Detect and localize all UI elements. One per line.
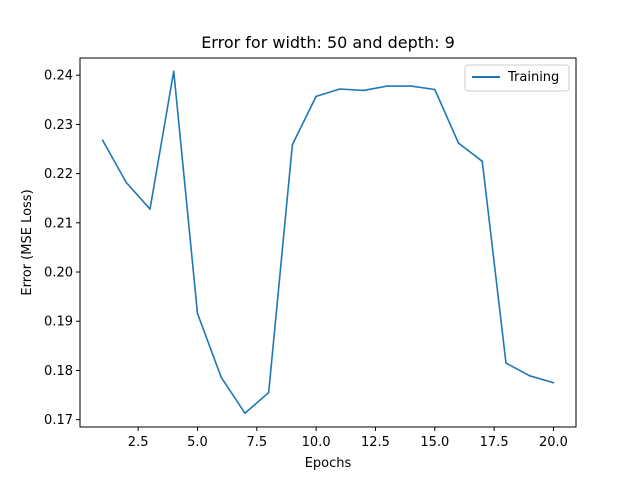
legend: Training bbox=[464, 64, 570, 92]
data-point bbox=[149, 208, 151, 210]
data-point bbox=[196, 312, 199, 315]
data-point bbox=[220, 376, 223, 379]
x-tick-label: 2.5 bbox=[128, 435, 149, 450]
y-tick-label: 0.20 bbox=[44, 266, 73, 281]
data-point bbox=[315, 95, 317, 98]
y-axis: 0.17 0.18 0.19 0.20 0.21 0.22 0.23 0.24 bbox=[44, 69, 80, 428]
y-tick-label: 0.23 bbox=[44, 118, 73, 133]
plot-frame bbox=[79, 57, 577, 428]
x-tick-label: 10.0 bbox=[302, 435, 331, 450]
data-point bbox=[339, 88, 341, 90]
x-tick-label: 17.5 bbox=[480, 435, 509, 450]
chart-title: Error for width: 50 and depth: 9 bbox=[201, 33, 455, 52]
x-axis: 2.5 5.0 7.5 10.0 12.5 15.0 17.5 20.0 bbox=[128, 427, 568, 450]
legend-label-training: Training bbox=[507, 70, 559, 85]
plot-area: 2.5 5.0 7.5 10.0 12.5 15.0 17.5 20.0 0.170.180.… bbox=[44, 57, 577, 450]
x-tick-label: 15.0 bbox=[420, 435, 449, 450]
y-axis-label: Error (MSE Loss) bbox=[20, 189, 35, 295]
series-line-training bbox=[101, 70, 554, 415]
data-point bbox=[528, 375, 531, 377]
data-point bbox=[552, 381, 555, 384]
data-point bbox=[481, 160, 484, 163]
x-tick-label: 20.0 bbox=[539, 435, 568, 450]
data-point bbox=[410, 85, 412, 87]
y-tick-label: 0.17 bbox=[44, 413, 73, 428]
y-tick-label: 0.19 bbox=[44, 315, 73, 330]
x-tick-label: 5.0 bbox=[187, 435, 208, 450]
data-point bbox=[291, 143, 294, 146]
data-point bbox=[125, 181, 128, 184]
data-point bbox=[433, 88, 436, 91]
y-tick-label: 0.21 bbox=[44, 216, 73, 231]
data-point bbox=[267, 391, 270, 394]
x-tick-label: 12.5 bbox=[361, 435, 390, 450]
series-layer bbox=[101, 70, 555, 415]
legend-frame bbox=[464, 64, 570, 92]
data-point bbox=[386, 85, 389, 87]
data-point bbox=[244, 412, 246, 415]
data-point bbox=[172, 70, 175, 73]
y-tick-label: 0.18 bbox=[44, 364, 73, 379]
x-tick-label: 7.5 bbox=[246, 435, 267, 450]
y-tick-label: 0.24 bbox=[44, 69, 73, 84]
data-point bbox=[457, 142, 460, 144]
data-point bbox=[505, 362, 507, 364]
x-axis-label: Epochs bbox=[305, 456, 352, 471]
data-point bbox=[362, 89, 365, 92]
y-tick-label: 0.22 bbox=[44, 167, 73, 182]
data-point bbox=[101, 139, 104, 141]
